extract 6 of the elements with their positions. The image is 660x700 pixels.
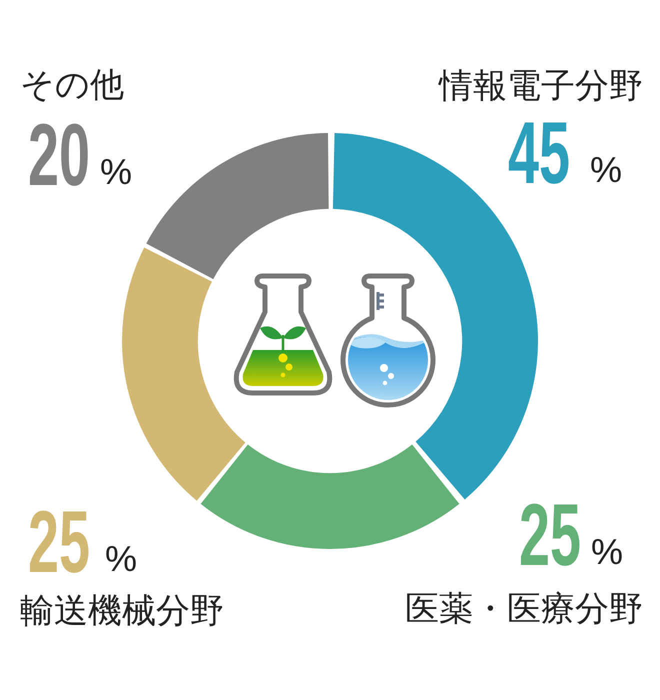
slice-label: 医薬・医療分野: [405, 589, 643, 629]
data-label: 20%: [28, 104, 132, 204]
slice-label: 輸送機械分野: [20, 591, 224, 631]
data-label: 25%: [519, 484, 624, 584]
data-label: 25%: [28, 492, 138, 592]
slice-label: その他: [20, 65, 124, 105]
